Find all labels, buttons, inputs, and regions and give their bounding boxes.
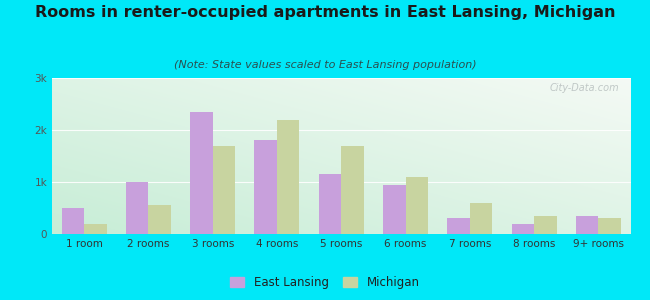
Bar [84,224,107,234]
Bar [126,182,148,234]
Bar [277,120,300,234]
Bar [383,184,406,234]
Bar [190,112,213,234]
Text: City-Data.com: City-Data.com [549,83,619,93]
Bar [512,224,534,234]
Bar [62,208,84,234]
Bar [576,216,599,234]
Bar [148,206,171,234]
Text: Rooms in renter-occupied apartments in East Lansing, Michigan: Rooms in renter-occupied apartments in E… [34,4,616,20]
Legend: East Lansing, Michigan: East Lansing, Michigan [226,272,424,294]
Bar [213,146,235,234]
Bar [318,174,341,234]
Text: (Note: State values scaled to East Lansing population): (Note: State values scaled to East Lansi… [174,60,476,70]
Bar [599,218,621,234]
Bar [470,203,492,234]
Bar [406,177,428,234]
Bar [534,216,556,234]
Bar [447,218,470,234]
Bar [341,146,364,234]
Bar [255,140,277,234]
